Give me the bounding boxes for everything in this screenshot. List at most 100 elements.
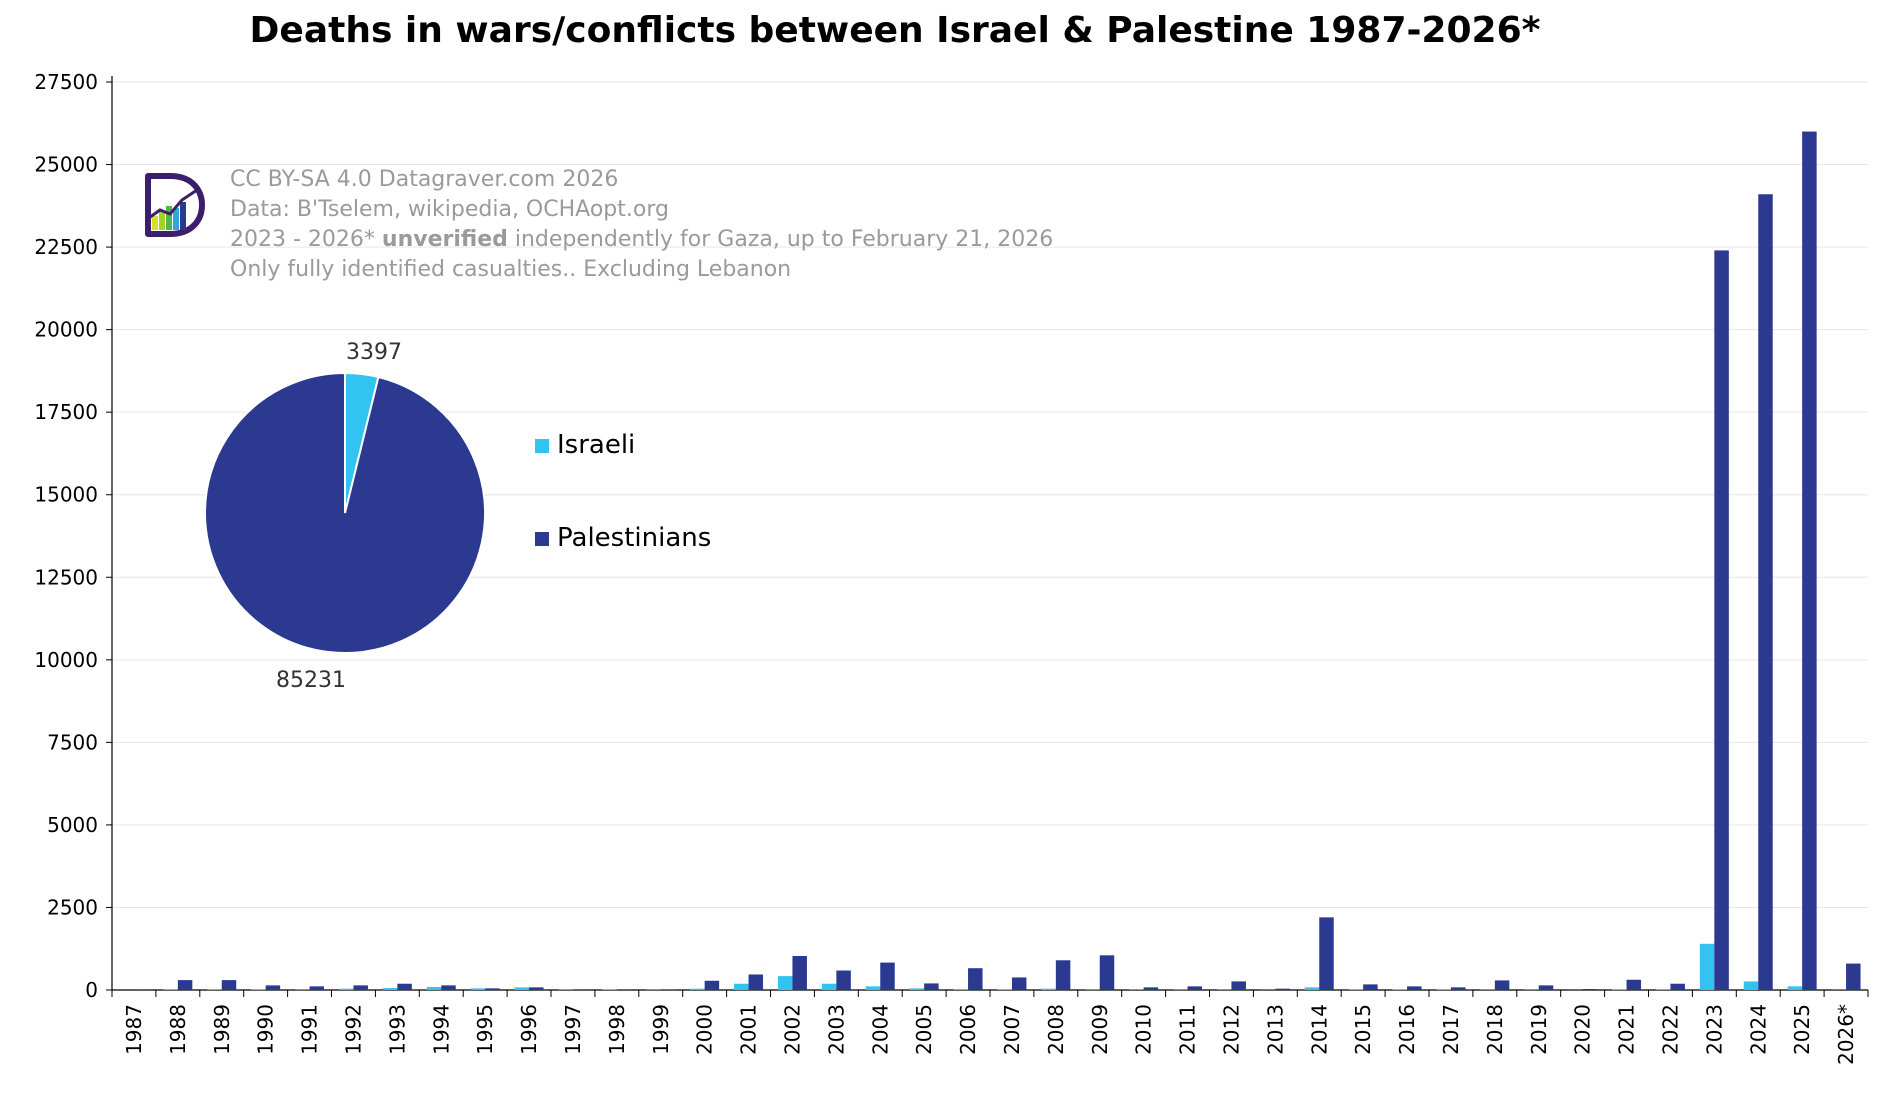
x-tick-label: 1997 — [561, 1004, 585, 1055]
x-tick-label: 2022 — [1658, 1004, 1682, 1055]
source-notes: CC BY-SA 4.0 Datagraver.com 2026 Data: B… — [230, 165, 1053, 285]
bar-palestinians-2010 — [1143, 987, 1159, 990]
x-tick-label: 1999 — [649, 1004, 673, 1055]
bar-israeli-2000 — [690, 988, 705, 990]
bar-palestinians-1993 — [397, 983, 412, 990]
x-tick-label: 2018 — [1483, 1004, 1507, 1055]
x-tick-label: 2000 — [693, 1004, 717, 1055]
inset-pie-chart: 3397 85231 — [204, 340, 486, 693]
bar-palestinians-1992 — [353, 985, 368, 990]
bar-israeli-2025 — [1787, 986, 1803, 990]
bar-israeli-2014 — [1304, 987, 1320, 990]
bar-israeli-1993 — [382, 988, 398, 990]
bar-palestinians-1990 — [265, 985, 281, 990]
x-tick-label: 2012 — [1219, 1004, 1243, 1055]
x-tick-label: 2007 — [1000, 1004, 1024, 1055]
x-tick-label: 1990 — [254, 1004, 278, 1055]
x-tick-label: 2016 — [1395, 1004, 1419, 1055]
bar-palestinians-2000 — [704, 980, 720, 990]
legend-swatch-israeli — [535, 438, 549, 453]
x-tick-label: 1996 — [517, 1004, 541, 1055]
bar-palestinians-1998 — [616, 989, 632, 990]
bar-israeli-2015 — [1348, 989, 1364, 990]
x-tick-label: 1988 — [166, 1004, 190, 1055]
bar-israeli-1988 — [163, 989, 178, 990]
bar-palestinians-2014 — [1319, 917, 1334, 990]
bar-israeli-2022 — [1655, 989, 1671, 990]
bar-palestinians-2015 — [1363, 984, 1378, 990]
bar-palestinians-2005 — [924, 983, 939, 990]
bar-palestinians-2018 — [1494, 980, 1510, 990]
x-tick-label: 1995 — [473, 1004, 497, 1055]
grid-layer — [106, 81, 1868, 991]
bar-palestinians-2008 — [1055, 960, 1071, 990]
x-tick-label: 2015 — [1351, 1004, 1375, 1055]
x-tick-label: 2002 — [780, 1004, 804, 1055]
y-tick-label: 12500 — [34, 565, 98, 589]
bar-israeli-1989 — [207, 989, 222, 990]
bar-palestinians-2001 — [748, 974, 764, 990]
bar-palestinians-1997 — [572, 989, 588, 990]
bar-israeli-1996 — [514, 987, 530, 990]
x-tick-label: 2020 — [1571, 1004, 1595, 1055]
bar-palestinians-1988 — [177, 980, 193, 990]
bar-israeli-1995 — [470, 988, 486, 990]
x-tick-labels: 1987 1988 1989 1990 1991 1992 1993 1994 1995 1996… — [122, 1004, 1858, 1065]
x-tick-label: 1989 — [210, 1004, 234, 1055]
y-tick-labels: 0 2500 5000 7500 10000 12500 15000 17500 20000 22… — [34, 70, 98, 1002]
legend-item-israeli: Israeli — [535, 430, 635, 460]
chart-title: Deaths in wars/conflicts between Israel … — [249, 10, 1541, 51]
legend-label-palestinians: Palestinians — [557, 523, 712, 553]
x-tick-label: 2004 — [868, 1004, 892, 1055]
bar-palestinians-2012 — [1231, 981, 1246, 990]
data-source-note: Data: B'Tselem, wikipedia, OCHAopt.org — [230, 197, 669, 222]
y-tick-label: 5000 — [47, 813, 98, 837]
bar-palestinians-2017 — [1450, 987, 1466, 990]
pie-slice-palestinians — [204, 371, 486, 654]
bar-layer — [133, 131, 1861, 991]
x-tick-label: 1987 — [122, 1004, 146, 1055]
x-tick-label: 2003 — [824, 1004, 848, 1055]
bar-palestinians-2006 — [968, 968, 983, 990]
x-tick-label: 2026* — [1834, 1004, 1858, 1065]
y-tick-label: 15000 — [34, 483, 98, 507]
x-tick-label: 1993 — [385, 1004, 409, 1055]
x-tick-label: 2006 — [956, 1004, 980, 1055]
y-tick-label: 10000 — [34, 648, 98, 672]
bar-israeli-2003 — [821, 983, 837, 990]
pie-value-label-palestinians: 85231 — [276, 668, 346, 693]
x-tick-label: 2023 — [1702, 1004, 1726, 1055]
bar-palestinians-2009 — [1099, 955, 1115, 990]
bar-israeli-1994 — [426, 987, 442, 990]
bar-israeli-2023 — [1699, 943, 1715, 990]
bar-palestinians-1996 — [529, 987, 544, 990]
x-tick-label: 1992 — [341, 1004, 365, 1055]
legend-item-palestinians: Palestinians — [535, 523, 711, 553]
legend-label-israeli: Israeli — [557, 430, 636, 460]
bar-israeli-1992 — [338, 988, 354, 990]
bar-palestinians-2026* — [1846, 963, 1861, 990]
y-tick-label: 17500 — [34, 400, 98, 424]
bar-palestinians-2013 — [1275, 988, 1290, 990]
bar-palestinians-2020 — [1582, 989, 1598, 990]
x-tick-label: 2014 — [1307, 1004, 1331, 1055]
bar-palestinians-1991 — [309, 986, 325, 990]
y-tick-label: 7500 — [47, 730, 98, 754]
y-tick-label: 27500 — [34, 70, 98, 94]
bar-palestinians-2004 — [880, 962, 895, 990]
bar-palestinians-2024 — [1758, 194, 1773, 990]
bar-israeli-1997 — [558, 989, 573, 990]
verification-note: 2023 - 2026* unverified independently fo… — [230, 227, 1054, 252]
x-tick-label: 1998 — [605, 1004, 629, 1055]
license-note: CC BY-SA 4.0 Datagraver.com 2026 — [230, 167, 619, 192]
bar-palestinians-2016 — [1407, 986, 1422, 990]
bar-israeli-2001 — [734, 983, 749, 990]
bar-palestinians-1987 — [133, 989, 149, 990]
y-tick-label: 0 — [85, 978, 98, 1002]
y-tick-label: 25000 — [34, 153, 98, 177]
x-tick-label: 1991 — [298, 1004, 322, 1055]
datagraver-logo-icon — [145, 173, 205, 237]
scope-note: Only fully identified casualties.. Exclu… — [230, 257, 792, 282]
x-tick-label: 2005 — [912, 1004, 936, 1055]
